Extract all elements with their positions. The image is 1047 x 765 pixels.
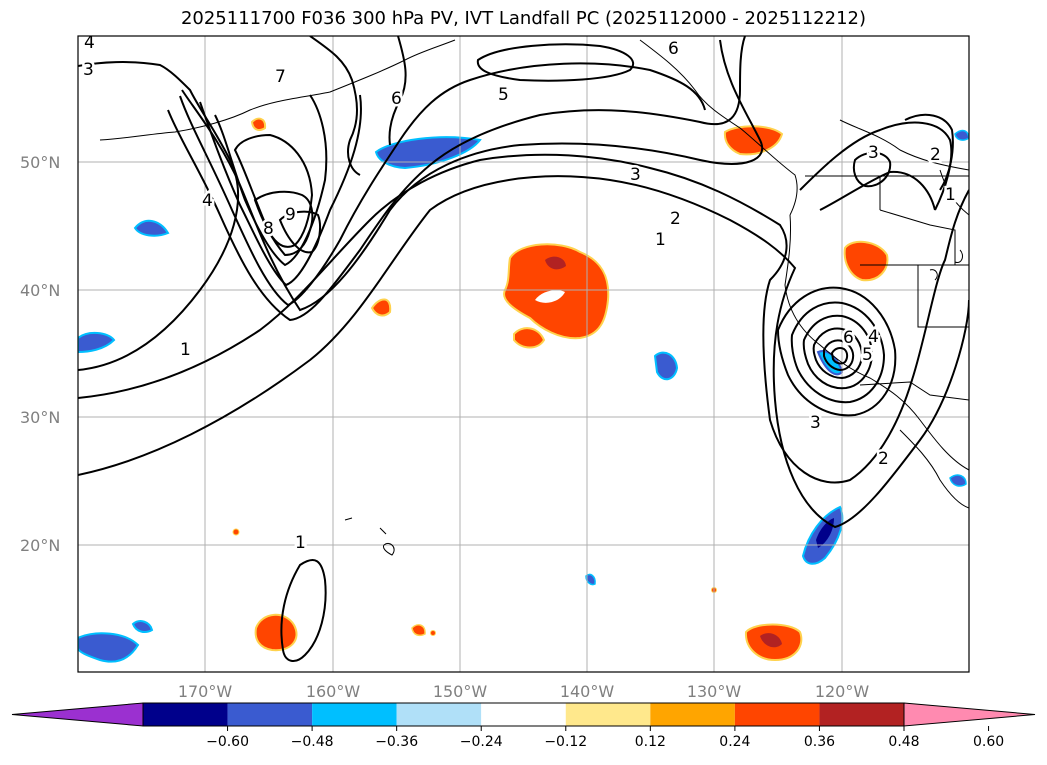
contour-label: 8 — [263, 219, 274, 239]
negative-anomaly — [131, 620, 154, 633]
positive-anomaly — [370, 298, 392, 317]
positive-anomaly — [430, 630, 436, 636]
anomaly-hole — [535, 290, 565, 303]
positive-anomaly-core — [760, 633, 782, 648]
negative-anomaly — [78, 632, 140, 663]
colorbar-tick-label: 0.12 — [635, 734, 666, 750]
contour-label: 3 — [630, 165, 641, 185]
contour-label: 9 — [285, 205, 296, 225]
contour-label: 1 — [945, 185, 956, 205]
contour-label: 3 — [810, 413, 821, 433]
contour-label: 6 — [668, 39, 679, 59]
colorbar-tick-label: −0.12 — [544, 734, 587, 750]
positive-anomaly — [843, 240, 889, 282]
ivt-shading — [78, 117, 969, 663]
positive-anomaly — [254, 613, 298, 652]
positive-anomaly — [411, 624, 426, 637]
colorbar-cell — [312, 703, 397, 726]
lon-label: 140°W — [560, 682, 615, 701]
map-frame — [77, 35, 970, 673]
colorbar-cell — [143, 703, 228, 726]
colorbar-cell — [565, 703, 651, 726]
contour-labels: 4 3 7 6 5 6 8 9 4 1 3 2 1 3 2 1 6 5 4 3 … — [81, 31, 959, 556]
negative-anomaly-core — [816, 518, 834, 548]
colorbar-cell — [734, 703, 820, 726]
contour-label: 1 — [295, 533, 306, 553]
colorbar-tick-label: −0.60 — [206, 734, 249, 750]
colorbar-tick-label: −0.36 — [375, 734, 418, 750]
contour-label: 1 — [655, 230, 666, 250]
latitude-labels: 50°N 40°N 30°N 20°N — [20, 153, 60, 555]
colorbar-cell — [227, 703, 313, 726]
colorbar-cell — [650, 703, 735, 726]
lon-label: 120°W — [815, 682, 870, 701]
colorbar-tick-label: −0.48 — [291, 734, 334, 750]
colorbar-cell — [481, 703, 566, 726]
contour-label: 4 — [202, 191, 213, 211]
colorbar-tick-label: 0.48 — [888, 734, 919, 750]
colorbar: −0.60 −0.48 −0.36 −0.24 −0.12 0.12 0.24 0.36 0.4… — [11, 702, 1036, 750]
contour-label: 5 — [862, 345, 873, 365]
pv-contours — [78, 36, 969, 662]
map-title: 2025111700 F036 300 hPa PV, IVT Landfall… — [180, 8, 867, 29]
contour-label: 3 — [868, 143, 879, 163]
negative-anomaly — [949, 474, 967, 487]
negative-anomaly — [374, 136, 482, 170]
contour-label: 5 — [498, 85, 509, 105]
colorbar-extend-max — [903, 702, 1036, 727]
contour-label: 2 — [670, 209, 681, 229]
negative-anomaly — [133, 219, 170, 237]
colorbar-tick-label: 0.24 — [719, 734, 750, 750]
contour-label: 4 — [84, 33, 95, 53]
lon-label: 150°W — [433, 682, 488, 701]
contour-label: 6 — [843, 328, 854, 348]
lon-label: 160°W — [306, 682, 361, 701]
negative-anomaly — [954, 129, 969, 141]
longitude-labels: 170°W 160°W 150°W 140°W 130°W 120°W — [178, 682, 870, 701]
colorbar-tick-label: −0.24 — [460, 734, 503, 750]
colorbar-cell — [396, 703, 482, 726]
positive-anomaly — [250, 117, 267, 131]
contour-label: 4 — [868, 327, 879, 347]
contour-label: 6 — [391, 89, 402, 109]
colorbar-tick-label: 0.36 — [804, 734, 835, 750]
colorbar-outline — [142, 702, 905, 727]
lat-label: 30°N — [20, 408, 60, 427]
negative-anomaly — [653, 351, 679, 381]
positive-anomaly — [232, 528, 240, 536]
positive-anomaly — [513, 327, 546, 349]
lat-label: 50°N — [20, 153, 60, 172]
lat-label: 20°N — [20, 536, 60, 555]
lat-label: 40°N — [20, 281, 60, 300]
colorbar-extend-min — [11, 702, 144, 727]
contour-label: 2 — [878, 449, 889, 469]
contour-label: 7 — [275, 67, 286, 87]
lon-label: 130°W — [687, 682, 742, 701]
colorbar-cell — [819, 703, 904, 726]
positive-anomaly-core — [545, 256, 566, 270]
lon-label: 170°W — [178, 682, 233, 701]
contour-label: 1 — [180, 340, 191, 360]
contour-label: 2 — [930, 145, 941, 165]
colorbar-tick-label: 0.60 — [973, 734, 1004, 750]
contour-label: 3 — [83, 60, 94, 80]
negative-anomaly — [78, 332, 116, 354]
